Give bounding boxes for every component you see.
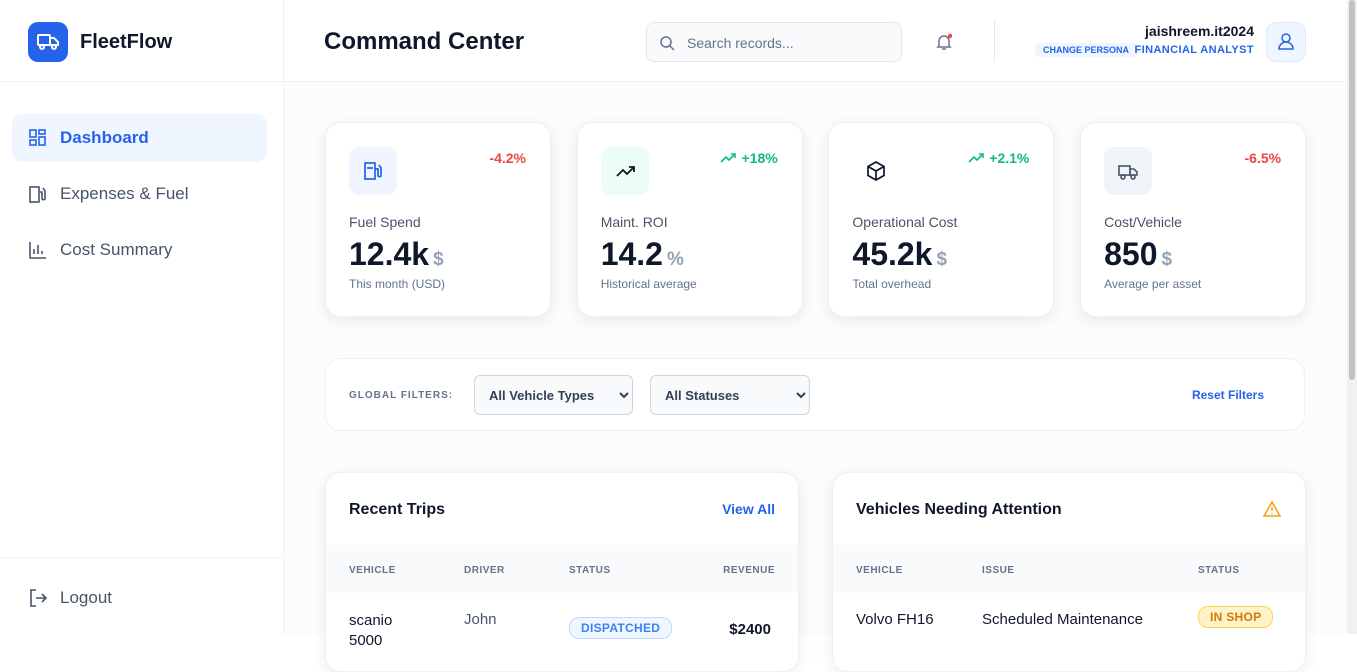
- cell: John: [464, 611, 497, 628]
- kpi-note: Average per asset: [1104, 277, 1202, 291]
- kpi-change: -4.2%: [489, 150, 526, 166]
- kpi-value-wrap: 45.2k $: [852, 236, 947, 273]
- kpi-value: 850: [1104, 236, 1158, 272]
- recent-trips: Recent Trips View All VEHICLE DRIVER STA…: [325, 472, 799, 672]
- username: jaishreem.it2024: [1145, 23, 1254, 39]
- kpi-note: Historical average: [600, 277, 697, 291]
- col-header: ISSUE: [982, 565, 1015, 576]
- kpi-unit: $: [433, 249, 444, 270]
- cell: scanio 5000: [349, 612, 393, 649]
- kpi-label: Operational Cost: [852, 214, 958, 230]
- main: Command Center Search records... jaishre…: [284, 0, 1347, 672]
- kpi-label: Cost/Vehicle: [1104, 214, 1182, 230]
- kpi-card: +2.1% Operational Cost 45.2k $ Total over…: [828, 122, 1055, 317]
- kpi-unit: %: [666, 249, 684, 270]
- cell: $2400: [729, 621, 771, 638]
- nav-expenses[interactable]: Expenses & Fuel: [12, 170, 267, 218]
- card-title: Recent Trips: [349, 501, 446, 518]
- kpi-value-wrap: 850 $: [1104, 236, 1172, 273]
- kpi-icon: [349, 147, 397, 195]
- avatar[interactable]: [1266, 22, 1306, 62]
- cell: Volvo FH16: [856, 611, 934, 628]
- vehicle-type-select[interactable]: All Vehicle Types: [474, 375, 633, 415]
- notifications[interactable]: [934, 32, 954, 52]
- kpi-value-wrap: 14.2%: [601, 236, 684, 273]
- logout-label: Logout: [60, 588, 112, 607]
- change-persona[interactable]: CHANGE PERSONA: [1035, 43, 1138, 57]
- nav-label: Cost Summary: [60, 240, 173, 259]
- page-title: Command Center: [324, 28, 525, 55]
- logo: [28, 22, 68, 62]
- status-select[interactable]: All Statuses: [650, 375, 810, 415]
- attention: Vehicles Needing Attention VEHICLE ISSUE…: [832, 472, 1306, 672]
- card-title: Vehicles Needing Attention: [856, 501, 1062, 518]
- kpi-label: Fuel Spend: [349, 214, 421, 230]
- col-header: REVENUE: [723, 565, 775, 576]
- kpi-change-wrap: +18%: [720, 150, 778, 166]
- status-badge: DISPATCHED: [569, 617, 673, 639]
- nav-dashboard[interactable]: Dashboard: [12, 114, 267, 162]
- col-header: STATUS: [569, 565, 611, 576]
- kpi-value: 45.2k: [852, 236, 933, 272]
- scrollbar[interactable]: [1347, 0, 1357, 634]
- kpi-note: Total overhead: [852, 277, 932, 291]
- kpi-change-wrap: -6.5%: [1245, 150, 1282, 166]
- logout[interactable]: Logout: [12, 574, 267, 622]
- kpi-icon: [600, 147, 649, 195]
- col-header: STATUS: [1198, 565, 1240, 576]
- sidebar: FleetFlow Dashboard Expenses & Fuel Cost…: [0, 0, 284, 634]
- nav-cost[interactable]: Cost Summary: [12, 226, 267, 274]
- kpi-card: -4.2% Fuel Spend 12.4k $ This month (USD): [325, 122, 551, 317]
- col-header: VEHICLE: [349, 565, 396, 576]
- filters-label: GLOBAL FILTERS:: [349, 390, 454, 401]
- brand: FleetFlow: [80, 31, 173, 53]
- kpi-icon: [852, 147, 900, 195]
- kpi-label: Maint. ROI: [600, 214, 668, 230]
- kpi-value-wrap: 12.4k $: [349, 236, 444, 273]
- col-header: VEHICLE: [856, 565, 903, 576]
- nav-label: Expenses & Fuel: [60, 184, 189, 203]
- filters: GLOBAL FILTERS: All Vehicle Types All St…: [325, 358, 1305, 431]
- role: FINANCIAL ANALYST: [1134, 44, 1254, 56]
- kpi-unit: $: [1161, 249, 1173, 270]
- status-badge: IN SHOP: [1198, 606, 1274, 628]
- kpi-card: +18% Maint. ROI 14.2% Historical average: [576, 122, 803, 317]
- view-all[interactable]: View All: [722, 501, 775, 517]
- kpi-change: +2.1%: [989, 150, 1030, 166]
- nav-label: Dashboard: [60, 128, 149, 147]
- kpi-icon: [1104, 147, 1153, 195]
- kpi-change-wrap: -4.2%: [489, 150, 526, 166]
- kpi-value: 12.4k: [349, 236, 430, 272]
- kpi-change: +18%: [741, 150, 778, 166]
- kpi-change-wrap: +2.1%: [968, 150, 1029, 166]
- kpi-value: 14.2: [600, 236, 663, 272]
- kpi-unit: $: [936, 249, 948, 270]
- search[interactable]: Search records...: [646, 22, 902, 62]
- col-header: DRIVER: [464, 565, 505, 576]
- kpi-note: This month (USD): [349, 277, 446, 291]
- cell: Scheduled Maintenance: [982, 611, 1143, 628]
- reset-filters[interactable]: Reset Filters: [1191, 388, 1264, 402]
- search-placeholder: Search records...: [687, 35, 794, 51]
- kpi-change: -6.5%: [1244, 150, 1282, 166]
- kpi-card: -6.5% Cost/Vehicle 850 $ Average per asse…: [1080, 122, 1307, 317]
